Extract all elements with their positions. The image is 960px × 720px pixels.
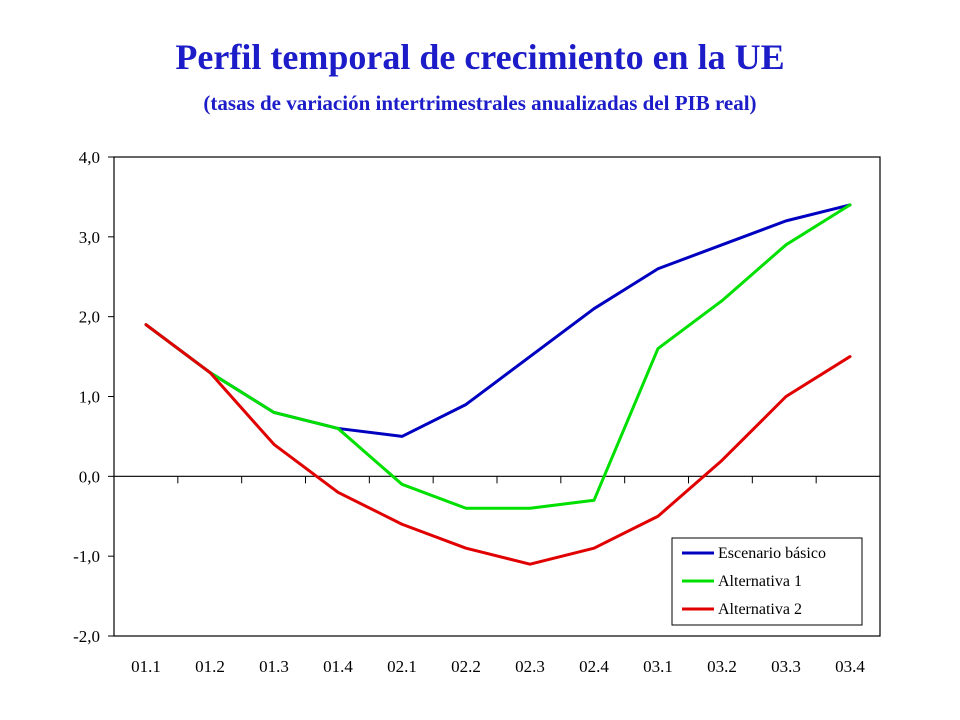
x-tick-label: 01.2 [195, 657, 225, 676]
x-tick-label: 01.4 [323, 657, 353, 676]
x-tick-label: 01.3 [259, 657, 289, 676]
y-tick-label: 0,0 [79, 467, 100, 486]
series-line-3 [144, 323, 852, 566]
y-tick-label: -2,0 [73, 627, 100, 646]
x-tick-label: 02.2 [451, 657, 481, 676]
x-tick-label: 02.3 [515, 657, 545, 676]
y-tick-label: 3,0 [79, 228, 100, 247]
y-tick-label: 1,0 [79, 388, 100, 407]
legend: Escenario básico Alternativa 1 Alternativa… [671, 537, 863, 626]
legend-label: Alternativa 1 [718, 573, 802, 590]
x-tick-label: 03.4 [835, 657, 865, 676]
legend-label: Escenario básico [718, 545, 826, 562]
x-tick-label: 02.4 [579, 657, 609, 676]
y-tick-label: 2,0 [79, 308, 100, 327]
series-lines [144, 203, 852, 566]
axes: 4,0 3,0 2,0 1,0 0,0 -1,0 -2,0 01.1 01.2 01.3 01.4 0… [73, 148, 881, 676]
legend-label: Alternativa 2 [718, 601, 802, 618]
y-tick-label: -1,0 [73, 547, 100, 566]
series-line-2 [144, 203, 852, 510]
chart-title: Perfil temporal de crecimiento en la UE [175, 37, 785, 77]
x-tick-label: 03.1 [643, 657, 673, 676]
x-tick-label: 01.1 [131, 657, 161, 676]
chart-subtitle: (tasas de variación intertrimestrales an… [203, 91, 757, 115]
x-tick-label: 02.1 [387, 657, 417, 676]
x-tick-label: 03.3 [771, 657, 801, 676]
y-tick-label: 4,0 [79, 148, 100, 167]
series-line-1 [144, 203, 852, 438]
x-tick-label: 03.2 [707, 657, 737, 676]
